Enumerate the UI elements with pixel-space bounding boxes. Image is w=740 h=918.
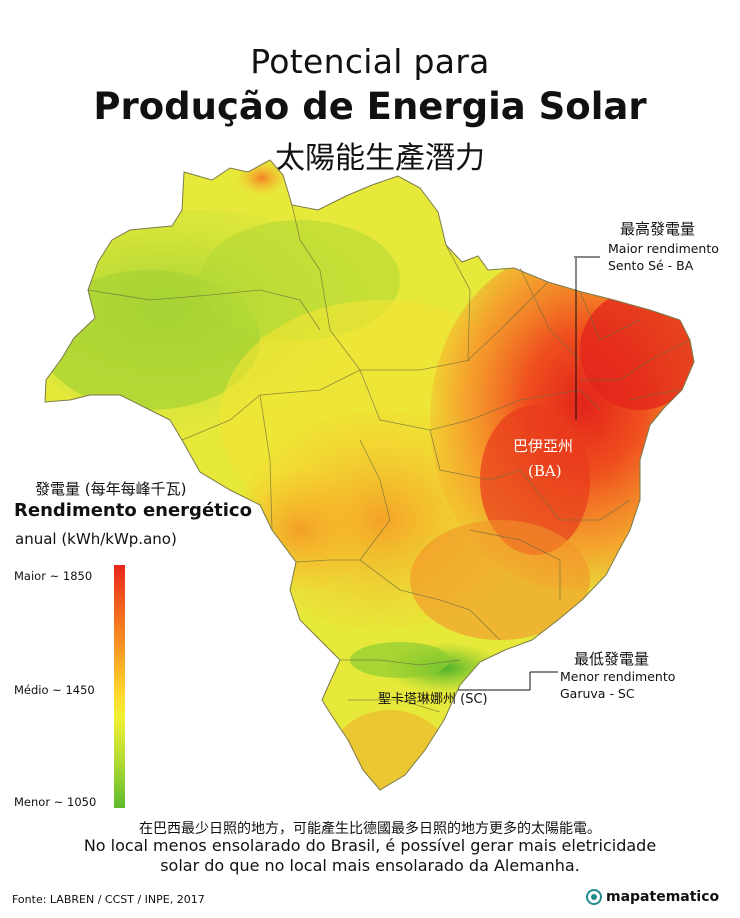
brand-logo: mapatematico [586, 889, 719, 905]
max-yield-zh: 最高發電量 [620, 220, 696, 238]
santa-catarina-label: 聖卡塔琳娜州 (SC) [378, 692, 488, 707]
max-yield-annotation: 最高發電量 [620, 218, 695, 239]
page-title-chinese: 太陽能生產潛力 [275, 141, 485, 176]
page-title-line1: Potencial para [250, 42, 490, 81]
footer-text-pt-line2: solar do que no local mais ensolarado da… [160, 856, 580, 875]
max-yield-label: Maior rendimento [608, 241, 719, 256]
bahia-label-abbr: (BA) [528, 462, 562, 480]
legend-unit: anual (kWh/kWp.ano) [15, 530, 177, 548]
max-yield-location: Sento Sé - BA [608, 258, 694, 273]
min-yield-label: Menor rendimento [560, 669, 676, 684]
min-yield-detail: Menor rendimento Garuva - SC [560, 668, 675, 702]
legend-color-scale [114, 565, 125, 808]
min-yield-zh: 最低發電量 [574, 650, 650, 668]
brand-name: mapatematico [606, 889, 720, 905]
legend-max-label: Maior ~ 1850 [14, 569, 93, 583]
min-yield-annotation: 最低發電量 [574, 648, 649, 669]
legend-title-zh: 發電量 (每年每峰千瓦) [35, 480, 187, 498]
legend-title: Rendimento energético [14, 500, 252, 521]
max-yield-detail: Maior rendimento Sento Sé - BA [608, 240, 719, 274]
state-borders [87, 204, 691, 713]
footer-text-zh: 在巴西最少日照的地方，可能產生比德國最多日照的地方更多的太陽能電。 [139, 821, 601, 837]
legend-min-label: Menor ~ 1050 [14, 795, 97, 809]
page-title-line2: Produção de Energia Solar [93, 85, 647, 128]
min-yield-location: Garuva - SC [560, 686, 635, 701]
bahia-label-zh: 巴伊亞州 [513, 437, 574, 455]
footer-text-pt-line1: No local menos ensolarado do Brasil, é p… [83, 836, 657, 855]
source-credit: Fonte: LABREN / CCST / INPE, 2017 [12, 893, 205, 906]
globe-icon [586, 889, 602, 905]
footer-text-pt: No local menos ensolarado do Brasil, é p… [0, 836, 740, 876]
legend-mid-label: Médio ~ 1450 [14, 683, 95, 697]
